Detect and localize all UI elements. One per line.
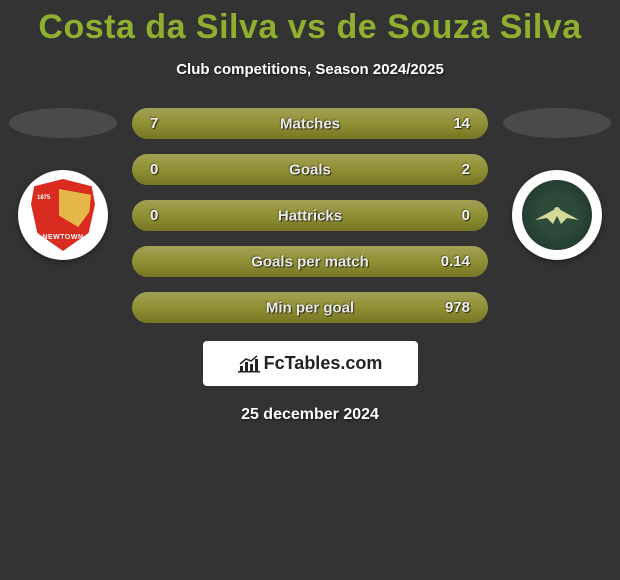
right-shadow-ellipse [503,108,611,138]
comparison-card: Costa da Silva vs de Souza Silva Club co… [0,0,620,424]
left-shadow-ellipse [9,108,117,138]
right-team-badge[interactable] [512,170,602,260]
stat-right-value: 14 [440,115,470,132]
brand-text: FcTables.com [264,353,383,374]
left-team-badge[interactable]: 1875 NEWTOWN [18,170,108,260]
stat-label: Goals [289,161,331,178]
stat-left-value: 0 [150,207,180,224]
stat-right-value: 0.14 [440,253,470,270]
stat-row-goals: 0 Goals 2 [132,154,488,185]
moreirense-crest [522,180,592,250]
stat-row-matches: 7 Matches 14 [132,108,488,139]
brand-box[interactable]: FcTables.com [203,341,418,386]
main-row: 1875 NEWTOWN 7 Matches 14 0 Goals 2 0 Ha… [0,108,620,323]
stat-row-gpm: Goals per match 0.14 [132,246,488,277]
stat-row-mpg: Min per goal 978 [132,292,488,323]
chart-icon [238,355,260,373]
stat-right-value: 2 [440,161,470,178]
right-team-col [503,108,611,260]
stat-label: Hattricks [278,207,342,224]
stat-right-value: 978 [440,299,470,316]
left-team-col: 1875 NEWTOWN [9,108,117,260]
stat-right-value: 0 [440,207,470,224]
badge-year: 1875 [37,195,50,202]
newtown-crest: 1875 NEWTOWN [31,179,95,251]
stat-label: Goals per match [251,253,369,270]
page-title: Costa da Silva vs de Souza Silva [0,8,620,47]
eagle-icon [527,200,587,230]
stat-label: Matches [280,115,340,132]
badge-club-name: NEWTOWN [42,234,83,241]
stat-left-value: 7 [150,115,180,132]
date-text: 25 december 2024 [0,406,620,424]
stat-left-value: 0 [150,161,180,178]
stat-row-hattricks: 0 Hattricks 0 [132,200,488,231]
stat-label: Min per goal [266,299,354,316]
page-subtitle: Club competitions, Season 2024/2025 [0,61,620,78]
stats-column: 7 Matches 14 0 Goals 2 0 Hattricks 0 Goa… [132,108,488,323]
